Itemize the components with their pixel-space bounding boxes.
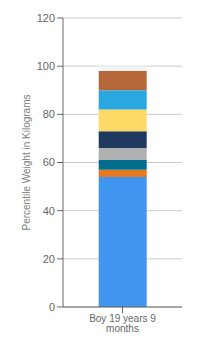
svg-text:100: 100: [37, 60, 55, 72]
svg-text:20: 20: [43, 253, 55, 265]
svg-text:120: 120: [37, 12, 55, 24]
svg-text:Percentile Weight in Kilograms: Percentile Weight in Kilograms: [21, 95, 32, 231]
svg-text:40: 40: [43, 205, 55, 217]
svg-text:Boy 19 years 9months: Boy 19 years 9months: [89, 313, 156, 334]
svg-text:60: 60: [43, 156, 55, 168]
svg-text:80: 80: [43, 108, 55, 120]
svg-text:0: 0: [49, 301, 55, 313]
